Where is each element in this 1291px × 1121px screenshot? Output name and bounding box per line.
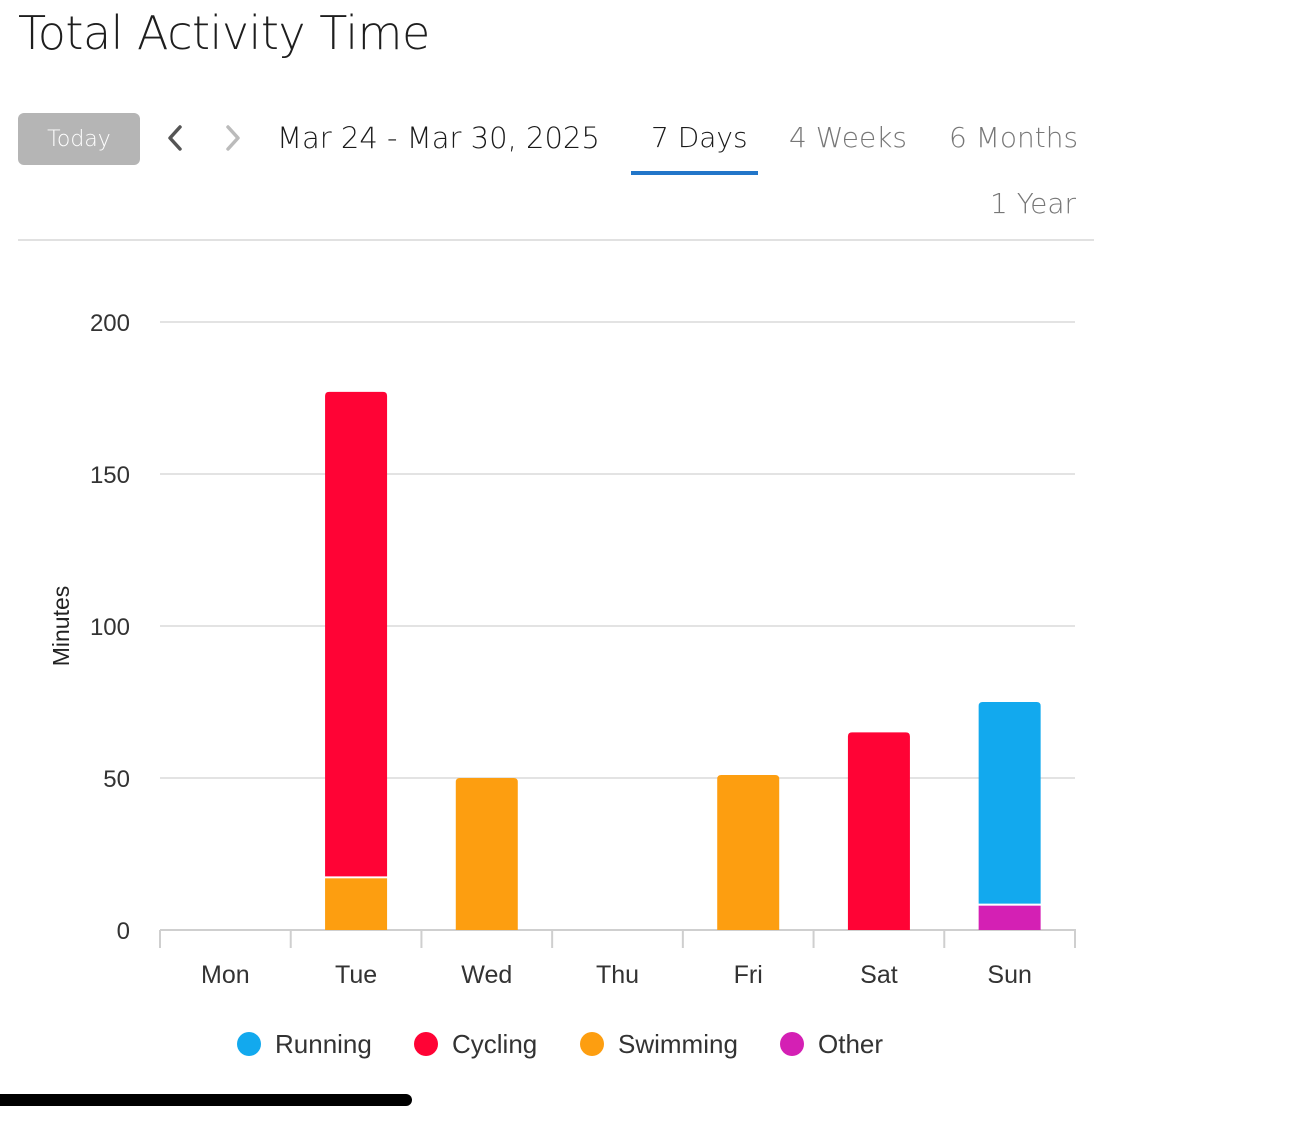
grid-lines — [160, 321, 1075, 779]
tab-4-weeks[interactable]: 4 Weeks — [789, 121, 908, 154]
bar-sat-cycling[interactable] — [847, 732, 910, 930]
chevron-right-icon — [226, 125, 240, 151]
active-tab-indicator — [631, 171, 758, 175]
y-tick-label: 50 — [103, 766, 130, 793]
x-tick-label-fri: Fri — [734, 961, 763, 989]
legend-item-swimming[interactable]: Swimming — [580, 1026, 738, 1062]
legend-item-running[interactable]: Running — [237, 1026, 372, 1062]
tab-7-days[interactable]: 7 Days — [651, 121, 748, 154]
chevron-left-icon — [168, 125, 182, 151]
bar-sun-other[interactable] — [978, 905, 1041, 930]
x-tick-label-sun: Sun — [987, 961, 1031, 989]
date-range-label: Mar 24 - Mar 30, 2025 — [277, 121, 600, 155]
x-tick-label-sat: Sat — [860, 961, 898, 989]
bar-fri-swimming[interactable] — [717, 774, 780, 930]
bar-sun-running[interactable] — [978, 702, 1041, 904]
legend-dot-icon — [580, 1032, 604, 1056]
legend-label: Cycling — [452, 1028, 538, 1059]
bars — [325, 391, 1041, 930]
legend-item-cycling[interactable]: Cycling — [414, 1026, 537, 1062]
y-axis-label: Minutes — [48, 586, 74, 667]
legend-item-other[interactable]: Other — [780, 1026, 883, 1062]
bar-tue-cycling[interactable] — [325, 391, 388, 877]
bar-tue-swimming[interactable] — [325, 878, 388, 930]
y-tick-label: 100 — [90, 614, 130, 641]
previous-period-button[interactable] — [156, 118, 196, 158]
legend-dot-icon — [780, 1032, 804, 1056]
y-axis-ticks: 0 50 100 150 200 — [90, 310, 130, 945]
y-tick-label: 150 — [90, 462, 130, 489]
y-tick-label: 200 — [90, 310, 130, 337]
page-title: Total Activity Time — [18, 6, 430, 60]
tab-6-months[interactable]: 6 Months — [949, 121, 1079, 154]
legend-label: Other — [818, 1028, 884, 1059]
x-axis — [159, 929, 1076, 948]
legend-dot-icon — [237, 1032, 261, 1056]
today-button[interactable]: Today — [18, 113, 140, 165]
y-tick-label: 0 — [117, 918, 130, 945]
home-indicator — [0, 1094, 412, 1106]
legend-label: Swimming — [618, 1028, 738, 1059]
tab-1-year[interactable]: 1 Year — [990, 187, 1076, 220]
legend-dot-icon — [414, 1032, 438, 1056]
next-period-button[interactable] — [212, 118, 252, 158]
legend-label: Running — [275, 1028, 372, 1059]
x-tick-label-tue: Tue — [335, 961, 377, 989]
x-tick-label-wed: Wed — [461, 961, 512, 989]
bar-wed-swimming[interactable] — [455, 778, 518, 930]
x-tick-label-mon: Mon — [201, 961, 250, 989]
x-tick-label-thu: Thu — [596, 961, 639, 989]
x-axis-ticks: Mon Tue Wed Thu Fri Sat Sun — [201, 961, 1032, 989]
header-divider — [18, 239, 1094, 241]
